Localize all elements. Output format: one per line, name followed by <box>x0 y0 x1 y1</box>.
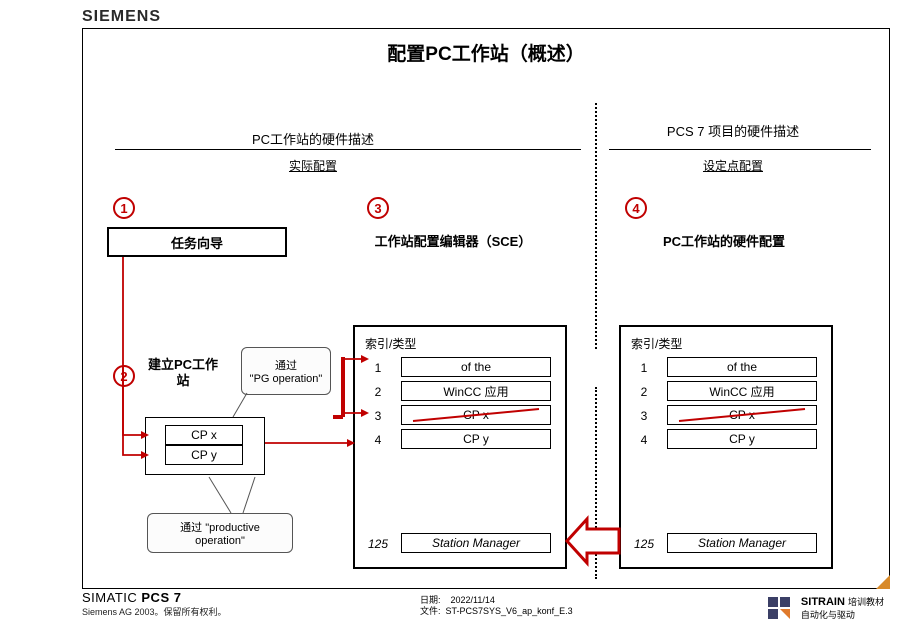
footer-mid: 日期: 2022/11/14 文件: ST-PCS7SYS_V6_ap_konf… <box>420 595 573 618</box>
step-marker-1: 1 <box>113 197 135 219</box>
slide-title: 配置PC工作站（概述） <box>83 39 889 66</box>
idx-l-4-num: 4 <box>365 433 391 447</box>
idx-l-4-box: CP y <box>401 429 551 449</box>
index-panel-left: 索引/类型 1 of the 2 WinCC 应用 3 CP x 4 CP y … <box>353 325 567 569</box>
idx-r-1-box: of the <box>667 357 817 377</box>
prod-arrow <box>265 433 361 457</box>
idx-r-last-box: Station Manager <box>667 533 817 553</box>
idx-l-2-num: 2 <box>365 385 391 399</box>
product-line: SIMATIC PCS 7 <box>82 590 227 605</box>
idx-r-3-strike <box>673 403 813 427</box>
idx-l-3-strike <box>407 403 547 427</box>
footer-left: SIMATIC PCS 7 Siemens AG 2003。保留所有权利。 <box>82 590 227 618</box>
idx-l-last-num: 125 <box>361 537 395 551</box>
idx-l-2-box: WinCC 应用 <box>401 381 551 401</box>
file-label: 文件: <box>420 606 441 616</box>
hr-left <box>115 149 581 150</box>
sitrain-sub2: 自动化与驱动 <box>801 608 884 621</box>
big-red-left-arrow <box>563 515 623 567</box>
step-marker-4: 4 <box>625 197 647 219</box>
brand-siemens: SIEMENS <box>82 8 161 26</box>
step1-box: 任务向导 <box>107 227 287 257</box>
date-label: 日期: <box>420 595 441 605</box>
left-section-sub: 实际配置 <box>243 157 383 174</box>
right-section-heading: PCS 7 项目的硬件描述 <box>633 121 833 140</box>
sitrain-icon <box>765 594 793 622</box>
divider-dashed-top <box>595 103 597 349</box>
callout-prod: 通过 "productive operation" <box>147 513 293 553</box>
idx-r-4-num: 4 <box>631 433 657 447</box>
date-value: 2022/11/14 <box>451 595 495 605</box>
slide-frame: 配置PC工作站（概述） PC工作站的硬件描述 实际配置 PCS 7 项目的硬件描… <box>82 28 890 589</box>
footer-right: SITRAIN 培训教材 自动化与驱动 <box>765 594 884 622</box>
idx-r-2-box: WinCC 应用 <box>667 381 817 401</box>
idx-l-3-num: 3 <box>365 409 391 423</box>
idx-r-4-box: CP y <box>667 429 817 449</box>
left-section-heading: PC工作站的硬件描述 <box>203 129 423 148</box>
idx-l-1-num: 1 <box>365 361 391 375</box>
idx-l-1-box: of the <box>401 357 551 377</box>
sitrain-title: SITRAIN 培训教材 <box>801 595 884 608</box>
index-panel-right: 索引/类型 1 of the 2 WinCC 应用 3 CP x 4 CP y … <box>619 325 833 569</box>
step3-heading: 工作站配置编辑器（SCE） <box>343 231 563 250</box>
hr-right <box>609 149 871 150</box>
idx-r-last-num: 125 <box>627 537 661 551</box>
callout-prod-tail <box>203 473 263 517</box>
file-value: ST-PCS7SYS_V6_ap_konf_E.3 <box>446 606 573 616</box>
right-section-sub: 设定点配置 <box>663 157 803 174</box>
step4-heading: PC工作站的硬件配置 <box>619 231 829 250</box>
idx-r-3-num: 3 <box>631 409 657 423</box>
corner-fold-icon <box>876 575 890 589</box>
index-title-left: 索引/类型 <box>365 335 416 352</box>
idx-r-1-num: 1 <box>631 361 657 375</box>
idx-r-2-num: 2 <box>631 385 657 399</box>
index-title-right: 索引/类型 <box>631 335 682 352</box>
idx-l-last-box: Station Manager <box>401 533 551 553</box>
step-marker-3: 3 <box>367 197 389 219</box>
copyright: Siemens AG 2003。保留所有权利。 <box>82 605 227 618</box>
